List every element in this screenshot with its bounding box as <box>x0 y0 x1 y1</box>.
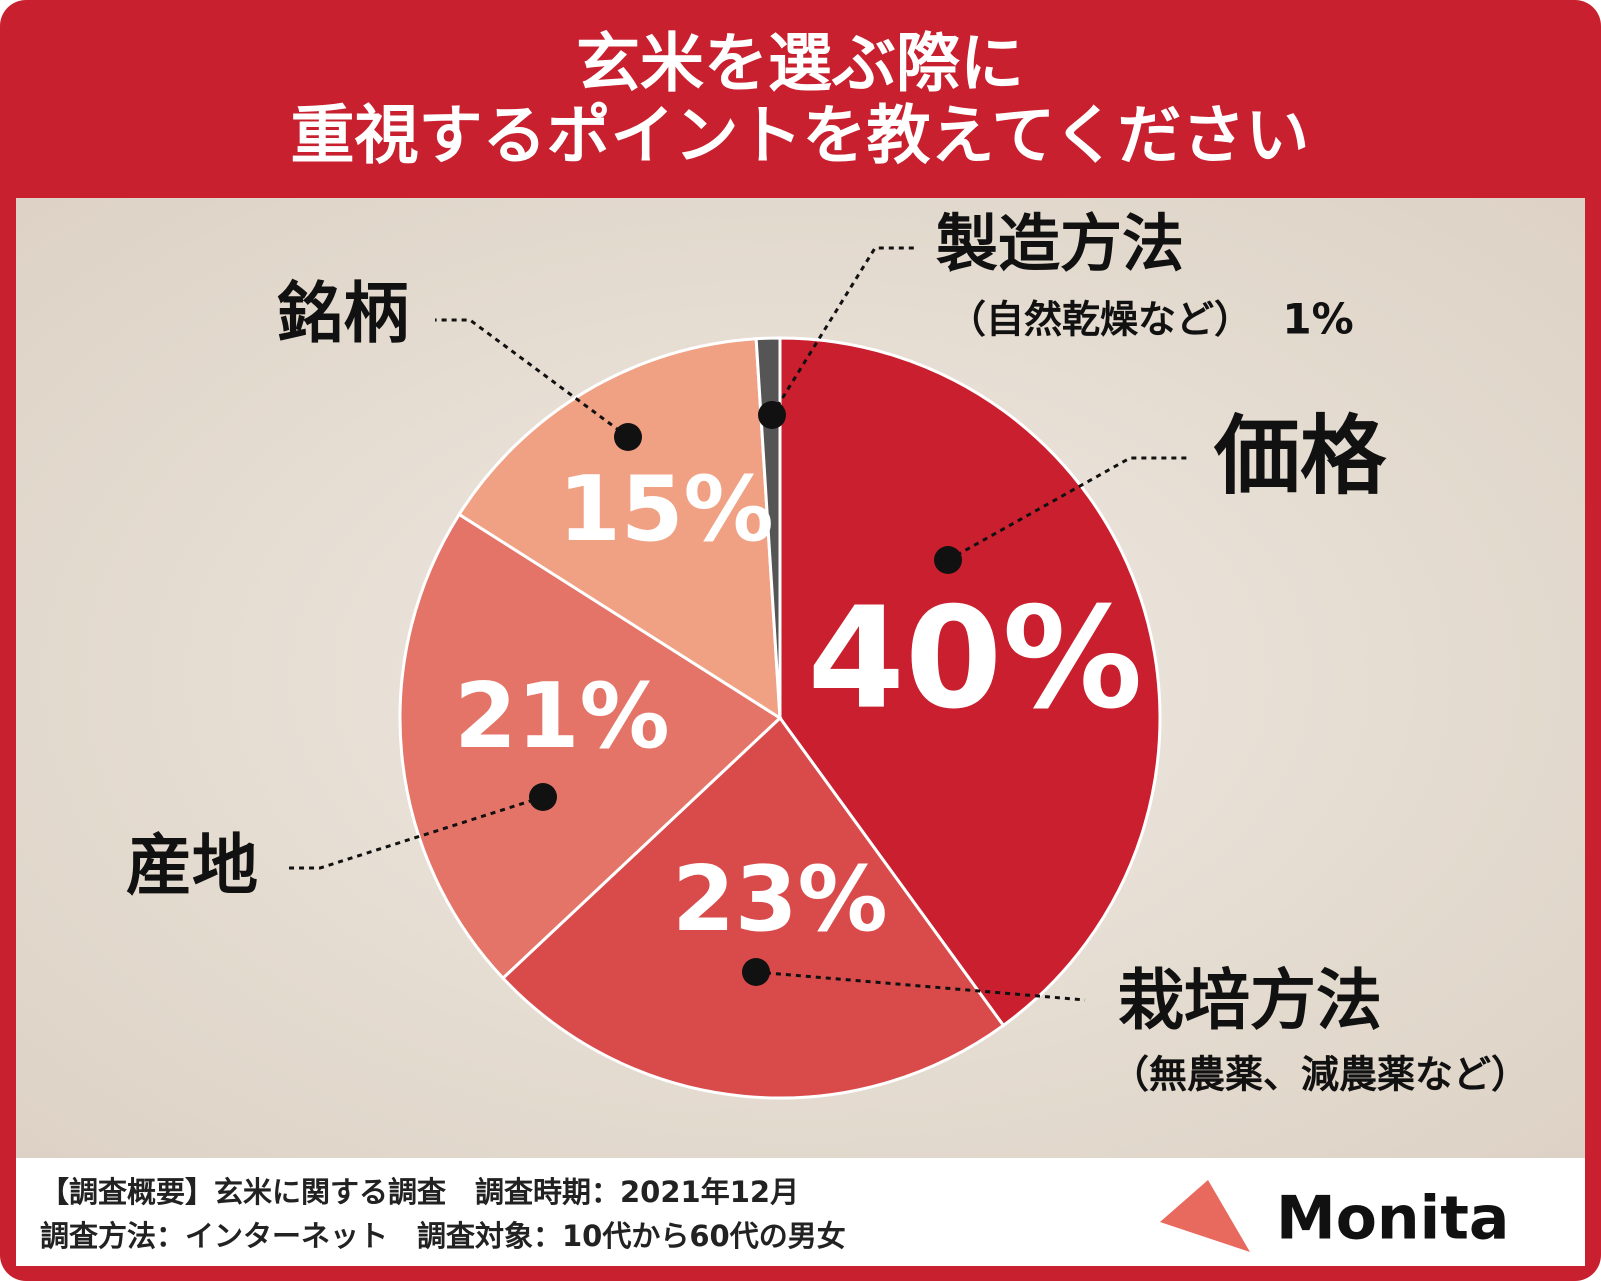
footer-line: 【調査概要】玄米に関する調査 調査時期：2021年12月 <box>40 1175 799 1209</box>
category-sublabel: （自然乾燥など） <box>948 298 1252 342</box>
leader-dot <box>529 783 557 811</box>
pie-slice <box>754 336 782 719</box>
leader-dot <box>758 401 786 429</box>
logo: Monita <box>1276 1184 1509 1254</box>
title-line: 重視するポイントを教えてください <box>291 100 1310 174</box>
value-label: 21% <box>454 664 669 769</box>
leader-dot <box>614 423 642 451</box>
category-sublabel: （無農薬、減農薬など） <box>1111 1053 1529 1097</box>
logo-icon <box>1160 1180 1250 1252</box>
footer-bg <box>16 1158 1585 1266</box>
category-label: 製造方法 <box>936 207 1184 280</box>
value-label: 15% <box>558 457 773 562</box>
pie-slice <box>778 336 1162 1028</box>
leader-dot <box>934 546 962 574</box>
category-label: 産地 <box>126 827 258 904</box>
footer-line: 調査方法：インターネット 調査対象：10代から60代の男女 <box>40 1219 846 1253</box>
value-label: 23% <box>672 847 887 952</box>
category-label: 銘柄 <box>277 275 409 352</box>
pie-slice <box>398 512 783 981</box>
pie-slice <box>457 337 782 721</box>
value-label: 40% <box>807 578 1142 741</box>
leader-line <box>770 246 915 416</box>
category-label: 価格 <box>1213 406 1387 506</box>
title-line: 玄米を選ぶ際に <box>576 28 1024 102</box>
value-label: 1% <box>1282 295 1353 344</box>
category-label: 栽培方法 <box>1118 962 1382 1039</box>
leader-dot <box>742 958 770 986</box>
pie-slice <box>500 715 1006 1100</box>
leader-line <box>285 795 544 870</box>
